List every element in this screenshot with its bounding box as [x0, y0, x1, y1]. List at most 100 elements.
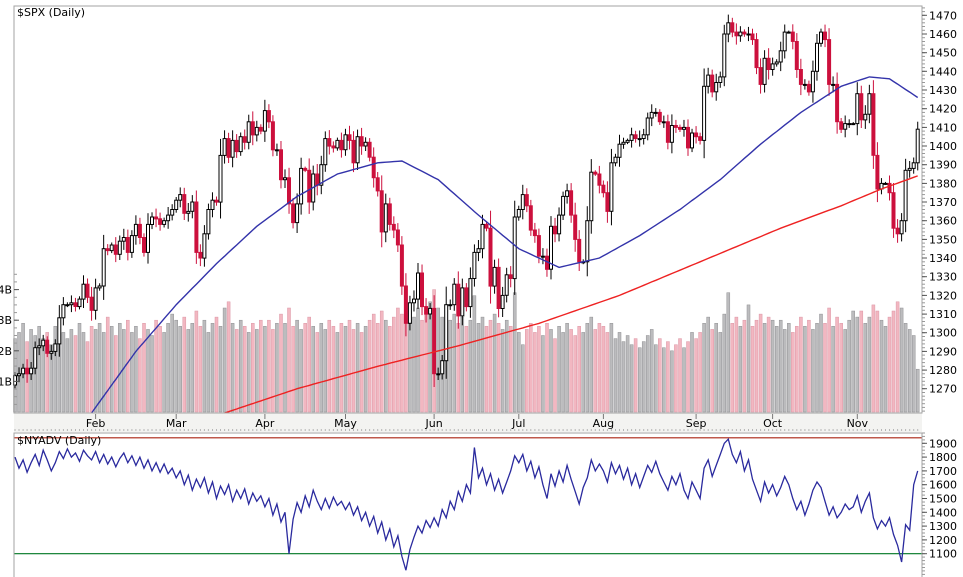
volume-bar [134, 326, 138, 413]
volume-bar [621, 341, 626, 413]
volume-bar [504, 319, 509, 413]
candle-down [484, 223, 489, 229]
price-tick-label: 1470 [929, 9, 957, 22]
candle-up [57, 317, 62, 345]
candle-up [714, 82, 719, 93]
volume-bar [541, 335, 545, 413]
volume-bar [819, 313, 823, 413]
volume-tick-label: 2B [0, 345, 12, 358]
candle-down [698, 136, 703, 141]
volume-bar [146, 329, 150, 413]
candle-up [133, 223, 138, 237]
volume-bar [803, 326, 807, 413]
volume-bar [242, 326, 247, 413]
volume-bar [537, 326, 541, 413]
candle-down [420, 272, 424, 308]
volume-bar [907, 329, 912, 413]
volume-axis: 4B 3B 2B 1B [0, 273, 19, 405]
candle-down [488, 227, 493, 287]
candle-up [540, 255, 545, 258]
volume-bar [375, 323, 380, 413]
volume-bar [170, 313, 174, 413]
volume-bar [746, 304, 751, 413]
candle-up [295, 203, 300, 224]
volume-bar [649, 329, 654, 413]
candle-down [806, 83, 811, 93]
price-tick-label: 1350 [929, 233, 957, 246]
volume-bar [730, 323, 735, 413]
volume-bar [666, 341, 670, 413]
volume-bar [259, 319, 263, 413]
volume-bar [859, 310, 864, 413]
candle-up [335, 139, 340, 149]
candle-up [867, 93, 872, 115]
candle-up [802, 83, 807, 86]
volume-tick-label: 1B [0, 375, 12, 388]
price-tick-label: 1320 [929, 289, 957, 302]
volume-bar [384, 319, 388, 413]
volume-bar [45, 332, 49, 413]
volume-bar [851, 310, 855, 413]
volume-bar [835, 316, 839, 413]
candle-down [835, 83, 840, 123]
candle-up [146, 223, 150, 253]
candle-down [859, 93, 864, 121]
volume-bar [392, 316, 396, 413]
volume-bar [476, 323, 481, 413]
candle-down [379, 190, 384, 233]
candle-down [250, 121, 255, 136]
candle-down [315, 173, 320, 186]
candle-down [496, 266, 501, 309]
volume-bar [246, 332, 251, 413]
candle-up [637, 138, 642, 141]
candle-down [287, 177, 291, 205]
candle-up [238, 136, 243, 153]
volume-bar [500, 329, 505, 413]
candle-up [319, 164, 324, 186]
volume-bar [633, 338, 638, 413]
nyadv-tick-label: 1400 [929, 506, 957, 519]
nyadv-tick-label: 1300 [929, 520, 957, 533]
volume-bar [396, 307, 400, 413]
candle-up [97, 285, 102, 289]
candle-up [210, 199, 215, 210]
candle-up [819, 31, 823, 44]
candle-down [766, 57, 771, 70]
volume-bar [162, 332, 166, 413]
volume-bar [109, 326, 114, 413]
volume-bar [49, 344, 54, 413]
candle-up [166, 214, 171, 222]
volume-bar [529, 323, 533, 413]
price-tick-label: 1390 [929, 159, 957, 172]
volume-bar [230, 323, 235, 413]
volume-bar [690, 332, 694, 413]
candle-down [291, 203, 296, 224]
volume-bar [827, 307, 831, 413]
candle-down [790, 31, 795, 42]
volume-bar [190, 323, 195, 413]
candle-up [428, 307, 433, 315]
candle-down [85, 283, 90, 298]
volume-bar [448, 319, 452, 413]
candle-up [323, 138, 328, 166]
candle-down [605, 192, 610, 212]
volume-bar [593, 329, 598, 413]
volume-bar [388, 326, 392, 413]
volume-bar [492, 313, 497, 413]
month-label: Jul [511, 417, 525, 430]
volume-bar [811, 329, 815, 413]
candle-down [464, 287, 469, 308]
volume-bar [726, 292, 731, 413]
candle-up [222, 138, 227, 156]
volume-bar [101, 332, 106, 413]
candle-up [855, 93, 860, 125]
volume-bar [645, 335, 650, 413]
candle-up [899, 220, 904, 235]
volume-bar [863, 323, 868, 413]
volume-bar [778, 319, 783, 413]
candle-up [101, 248, 106, 287]
candle-up [500, 294, 505, 309]
volume-bar [234, 329, 239, 413]
volume-bar [742, 319, 747, 413]
